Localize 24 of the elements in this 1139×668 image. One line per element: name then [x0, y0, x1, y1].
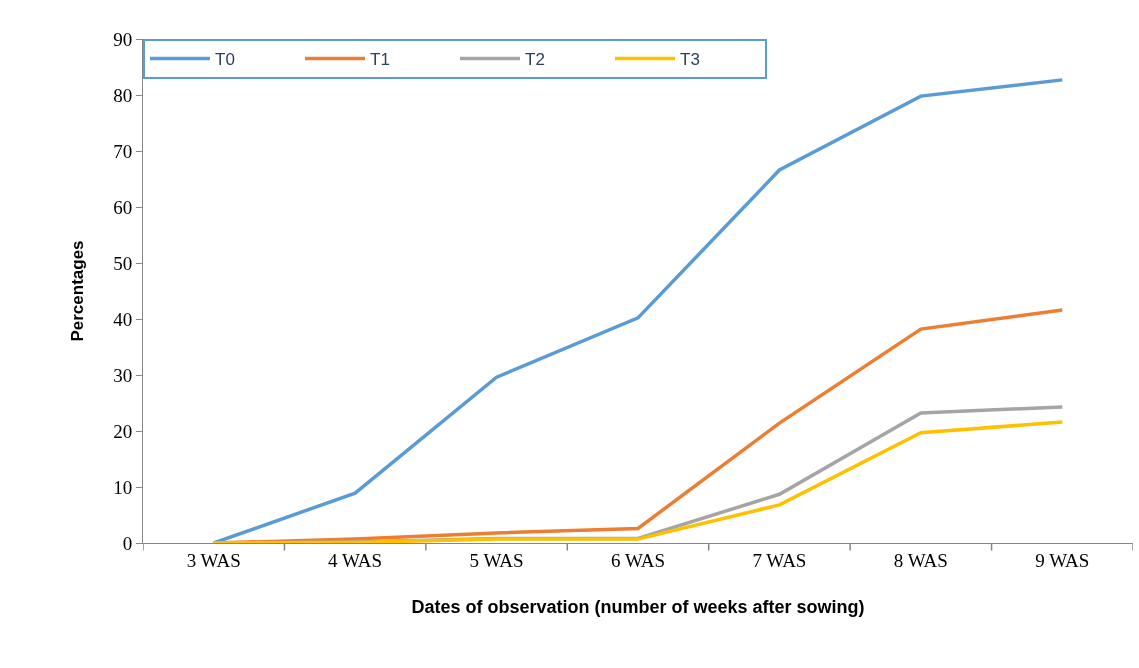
y-tick-label: 40: [113, 308, 133, 330]
line-series: [211, 78, 1065, 543]
legend-label: T0: [215, 50, 235, 70]
x-tick-label: 8 WAS: [893, 549, 948, 571]
x-tick-label: 6 WAS: [610, 549, 666, 571]
legend-label: T2: [525, 50, 545, 70]
y-tick-label: 10: [113, 476, 133, 498]
y-tick-label: 20: [113, 420, 133, 442]
x-tick-label: 7 WAS: [752, 549, 807, 571]
y-tick-label: 70: [113, 140, 133, 162]
y-tick-label: 30: [113, 364, 133, 386]
y-tick-label: 50: [113, 252, 133, 274]
x-tick-label: 9 WAS: [1035, 549, 1090, 571]
legend-label: T1: [370, 50, 390, 70]
x-tick-label: 5 WAS: [469, 549, 524, 571]
y-tick-label: 0: [122, 532, 133, 554]
legend-label: T3: [680, 50, 700, 70]
x-tick-label: 3 WAS: [186, 549, 241, 571]
y-tick-label: 80: [113, 84, 133, 106]
y-tick-label: 60: [113, 196, 133, 218]
y-axis-title: Percentages: [67, 240, 87, 342]
x-axis-title: Dates of observation (number of weeks after sowing): [411, 596, 865, 617]
y-tick-label: 90: [113, 28, 133, 50]
x-tick-label: 4 WAS: [328, 549, 383, 571]
